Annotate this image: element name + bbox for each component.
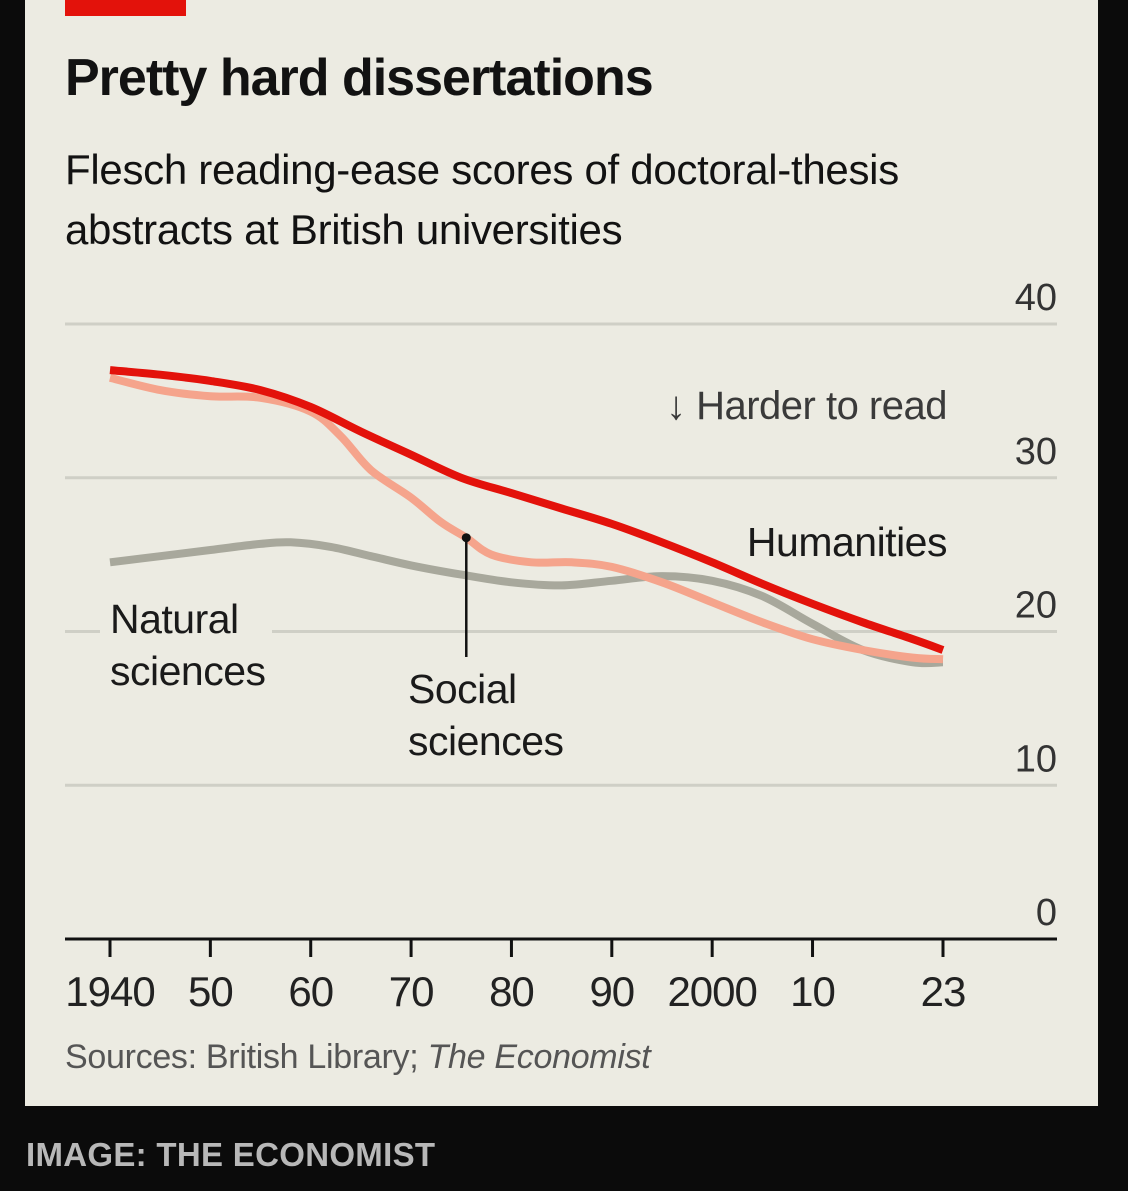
y-tick-label-40: 40: [1015, 277, 1057, 319]
series-label-line: sciences: [408, 718, 564, 764]
series-line-social-sciences: [109, 373, 944, 664]
image-credit: IMAGE: THE ECONOMIST: [26, 1136, 436, 1173]
y-tick-label-0: 0: [1036, 892, 1057, 934]
x-tick-label-1990: 90: [589, 968, 634, 1015]
series-label-bg-natural-sciences: [100, 591, 272, 701]
series-label-social-sciences: Social sciences: [408, 666, 564, 764]
chart-subtitle: Flesch reading-ease scores of doctoral-t…: [65, 146, 899, 253]
x-tick-label-2023: 23: [921, 968, 966, 1015]
x-tick-label-1940: 1940: [65, 968, 154, 1015]
x-tick-label-1980: 80: [489, 968, 534, 1015]
chart-panel: Pretty hard dissertations Flesch reading…: [25, 0, 1098, 1106]
series-label-humanities: Humanities: [747, 519, 947, 565]
x-tick-label-1950: 50: [188, 968, 233, 1015]
series-label-natural-sciences: Natural sciences: [110, 596, 266, 694]
x-tick-label-1970: 70: [389, 968, 434, 1015]
source-prefix: Sources: British Library;: [65, 1038, 428, 1076]
x-tick-label-2010: 10: [790, 968, 835, 1015]
y-tick-label-20: 20: [1015, 585, 1057, 627]
line-chart: 0 10 20 30 40 1940 50 60 70 80 90 2000 10 23 Natural s…: [65, 277, 1057, 1015]
series-label-line: Humanities: [747, 519, 947, 565]
y-tick-label-30: 30: [1015, 431, 1057, 473]
series-line-natural-sciences: [109, 538, 944, 668]
series-label-line: Natural: [110, 596, 239, 642]
x-tick-label-1960: 60: [288, 968, 333, 1015]
social-sciences-pointer-dot: [461, 533, 471, 543]
chart-title: Pretty hard dissertations: [65, 49, 654, 107]
series-line-humanities: [109, 366, 945, 654]
source-note: Sources: British Library; The Economist: [65, 1038, 651, 1077]
series-label-line: Social: [408, 666, 517, 712]
y-tick-label-10: 10: [1015, 738, 1057, 780]
source-publication: The Economist: [427, 1038, 651, 1076]
x-tick-label-2000: 2000: [667, 968, 756, 1015]
series-label-line: sciences: [110, 648, 266, 694]
harder-to-read-annotation: ↓ Harder to read: [666, 384, 947, 428]
economist-red-tab: [65, 0, 186, 16]
